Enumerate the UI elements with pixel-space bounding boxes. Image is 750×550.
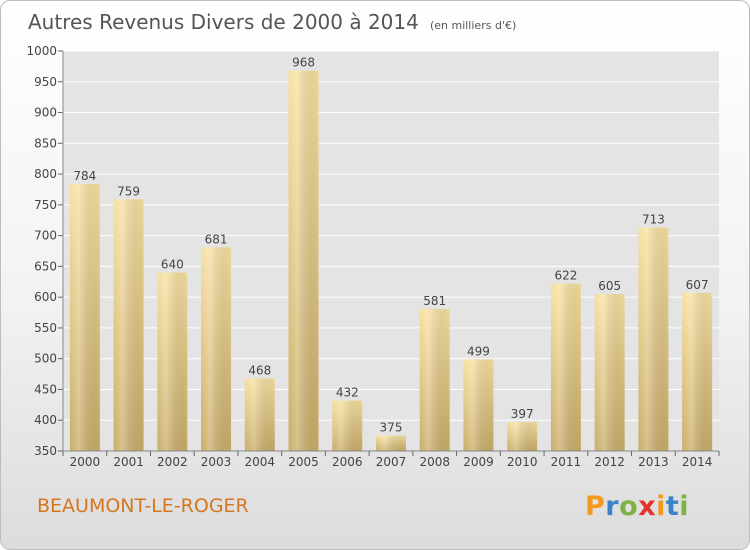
bar-highlight-2002 <box>157 272 188 451</box>
y-tick-label: 350 <box>34 444 57 458</box>
value-label-2002: 640 <box>161 258 184 272</box>
chart-subtitle: (en milliers d'€) <box>429 19 517 32</box>
bar-highlight-2008 <box>419 308 450 451</box>
y-tick-label: 500 <box>34 352 57 366</box>
value-label-2010: 397 <box>511 407 534 421</box>
x-tick-label-2000: 2000 <box>70 455 101 469</box>
value-label-2005: 968 <box>292 56 315 70</box>
bar-highlight-2007 <box>376 435 406 451</box>
y-axis: 350 400 450 500 550 600 650 700 750 800 850 900 950 1… <box>26 44 64 458</box>
x-tick-label-2011: 2011 <box>551 455 582 469</box>
value-label-2011: 622 <box>554 269 577 283</box>
bar-highlight-2013 <box>638 227 669 451</box>
x-tick-label-2012: 2012 <box>594 455 625 469</box>
x-tick-label-2010: 2010 <box>507 455 538 469</box>
x-axis: 2000 2001 2002 2003 2004 2005 2006 2007 2008 2009… <box>62 450 720 469</box>
x-tick-label-2008: 2008 <box>419 455 450 469</box>
value-label-2008: 581 <box>423 294 446 308</box>
y-tick-label: 950 <box>34 75 57 89</box>
title-row: Autres Revenus Divers de 2000 à 2014 (en… <box>28 10 516 34</box>
bar-highlight-2000 <box>69 183 100 451</box>
bar-highlight-2003 <box>201 247 232 451</box>
x-tick-label-2002: 2002 <box>157 455 188 469</box>
y-tick-label: 450 <box>34 382 57 396</box>
y-tick-label: 550 <box>34 321 57 335</box>
x-tick-label-2013: 2013 <box>638 455 669 469</box>
y-tick-label: 800 <box>34 167 57 181</box>
value-label-2009: 499 <box>467 344 490 358</box>
value-label-2012: 605 <box>598 279 621 293</box>
x-tick-label-2009: 2009 <box>463 455 494 469</box>
value-label-2006: 432 <box>336 386 359 400</box>
bar-highlight-2014 <box>682 292 713 451</box>
proxiti-logo[interactable]: Proxiti <box>585 491 689 522</box>
x-tick-label-2001: 2001 <box>113 455 144 469</box>
bar-highlight-2012 <box>594 294 625 451</box>
value-label-2013: 713 <box>642 213 665 227</box>
bar-highlight-2005 <box>288 70 319 451</box>
bar-highlight-2009 <box>463 359 494 451</box>
logo-letter: o <box>619 491 639 522</box>
value-label-2014: 607 <box>686 278 709 292</box>
chart-title: Autres Revenus Divers de 2000 à 2014 <box>28 10 419 34</box>
logo-letter: x <box>638 491 657 522</box>
x-tick-label-2003: 2003 <box>201 455 232 469</box>
y-tick-label: 600 <box>34 290 57 304</box>
y-tick-label: 400 <box>34 413 57 427</box>
y-tick-label: 650 <box>34 259 57 273</box>
y-tick-label: 700 <box>34 229 57 243</box>
value-label-2000: 784 <box>73 169 96 183</box>
logo-letter: i <box>679 491 690 522</box>
x-tick-label-2006: 2006 <box>332 455 363 469</box>
value-label-2004: 468 <box>248 363 271 377</box>
value-label-2003: 681 <box>205 232 228 246</box>
value-label-2007: 375 <box>380 421 403 435</box>
location-name: BEAUMONT-LE-ROGER <box>37 495 249 517</box>
x-tick-label-2004: 2004 <box>245 455 276 469</box>
bar-highlight-2010 <box>507 422 538 451</box>
bar-highlight-2006 <box>332 400 363 451</box>
bar-highlight-2001 <box>113 199 144 451</box>
bar-highlight-2004 <box>244 378 275 451</box>
logo-letter: i <box>656 491 666 522</box>
bars <box>69 70 713 451</box>
x-tick-label-2014: 2014 <box>682 455 713 469</box>
logo-letter: r <box>605 491 620 522</box>
y-tick-label: 750 <box>34 198 57 212</box>
x-tick-label-2005: 2005 <box>288 455 319 469</box>
logo-letter: t <box>665 491 680 522</box>
value-labels: 784 759 640 681 468 968 432 375 581 499 397 622 605 7… <box>73 56 708 435</box>
logo-letter: P <box>585 491 606 522</box>
y-tick-label: 850 <box>34 136 57 150</box>
value-label-2001: 759 <box>117 184 140 198</box>
y-tick-label: 900 <box>34 106 57 120</box>
y-tick-label: 1000 <box>26 44 57 58</box>
bar-highlight-2011 <box>550 283 581 451</box>
x-tick-label-2007: 2007 <box>376 455 407 469</box>
